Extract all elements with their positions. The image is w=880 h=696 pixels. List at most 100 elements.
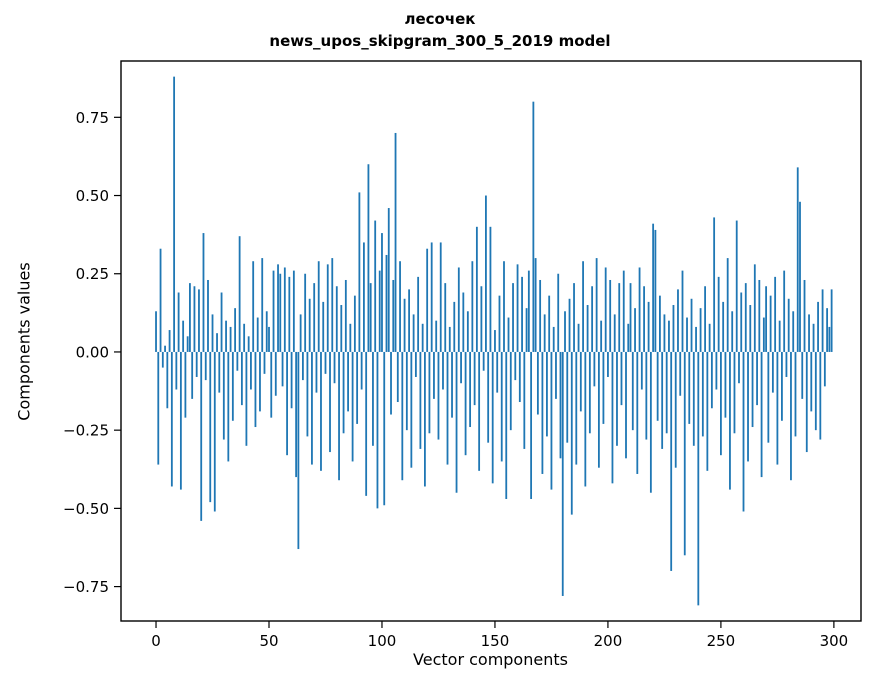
bar [543,314,546,352]
bar [496,351,499,393]
bar [602,351,605,424]
bar [817,301,819,352]
bar [654,229,657,352]
bar [193,286,196,352]
bar [281,351,284,387]
bar [439,242,442,352]
bar [774,276,777,352]
bar [507,317,510,352]
bar [424,351,426,487]
bar [523,351,526,449]
bar [582,261,584,352]
bar [444,283,447,352]
bar [369,283,372,352]
bar [446,351,449,465]
bar [710,351,713,409]
bar [686,317,688,352]
bar [471,261,474,352]
bar [591,286,594,352]
bar [204,351,207,381]
bar [428,351,431,434]
bar [168,330,171,352]
bar [503,261,505,352]
bar [733,351,736,434]
bar [753,264,756,352]
bar [552,326,555,352]
bar [620,351,623,406]
bar [225,320,227,352]
bar [627,323,630,352]
bar [787,298,790,352]
bar [315,351,318,393]
bar [331,258,334,352]
bar [814,351,817,431]
bar [568,298,571,352]
bar [455,351,458,493]
bar [313,283,316,352]
bar [274,351,277,396]
bar [765,286,768,352]
bar [175,351,178,390]
bar [597,351,600,468]
bar [460,351,462,384]
bar [179,351,182,490]
bar [396,351,399,403]
bar [697,351,700,606]
bar [767,351,770,443]
bar [631,351,634,431]
y-tick-label: −0.25 [63,422,109,440]
bar [480,286,483,352]
bar [308,298,311,352]
bar [577,323,580,352]
bar [457,267,460,352]
bar [381,233,383,352]
bar [437,351,440,440]
bar [692,351,695,446]
bar [392,279,395,352]
bar [600,320,603,352]
bar [744,283,747,352]
bar [500,351,503,462]
bar [609,279,612,352]
bar [769,295,772,352]
bar [159,248,162,352]
bar [607,351,609,377]
y-tick-label: 0.25 [76,265,109,283]
bar [482,351,485,371]
bar [417,276,420,352]
bar [613,314,616,352]
bar [227,351,230,462]
bar [688,351,691,424]
bar [186,336,189,352]
bar [579,351,582,412]
bar [616,351,618,446]
bar [762,317,765,352]
bar [557,273,560,352]
bar [668,320,670,352]
bar [419,351,422,449]
bar [351,351,354,462]
bar [647,301,650,352]
bar [781,351,783,421]
bar [236,351,239,371]
bar [575,351,578,465]
bar [243,323,246,352]
bar [182,320,185,352]
bar [726,258,729,352]
bar [324,351,327,374]
bar [801,351,804,399]
chart-title: лесочек news_upos_skipgram_300_5_2019 mo… [0,8,880,52]
bar [715,351,718,390]
x-tick-label: 50 [259,632,278,650]
bar [198,289,200,352]
bar [286,351,288,456]
bar [566,351,569,443]
bar [713,217,716,352]
bar [625,351,627,459]
bar [399,261,401,352]
bar [821,289,824,352]
bar [218,351,221,393]
bar [311,351,313,465]
bar [410,351,413,468]
